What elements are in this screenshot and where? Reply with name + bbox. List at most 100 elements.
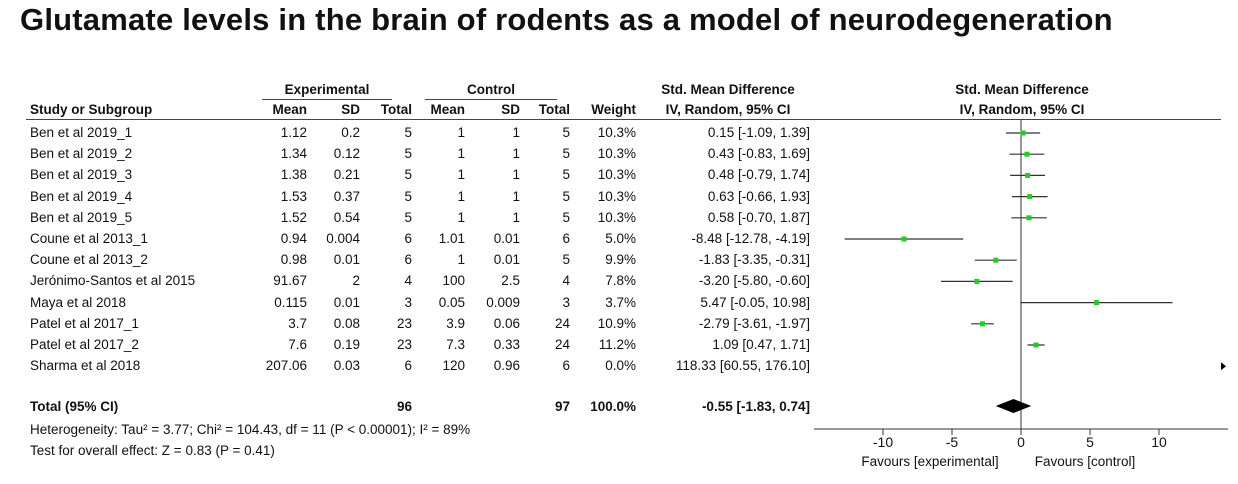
ctrl-total: 5 [562, 146, 570, 162]
smd-ci: -2.79 [-3.61, -1.97] [698, 315, 810, 331]
smd-ci: -3.20 [-5.80, -0.60] [698, 273, 810, 289]
exp-total-header: Total [380, 102, 412, 117]
ctrl-sd: 0.009 [486, 294, 520, 310]
plot-method: IV, Random, 95% CI [959, 102, 1085, 117]
method-header: IV, Random, 95% CI [665, 102, 791, 117]
exp-total: 4 [404, 273, 412, 289]
exp-mean: 0.98 [280, 252, 307, 268]
chart-title: Glutamate levels in the brain of rodents… [20, 2, 1113, 37]
smd-ci: 0.48 [-0.79, 1.74] [707, 167, 810, 183]
plot-title: Std. Mean Difference [955, 82, 1089, 97]
exp-total: 5 [404, 167, 412, 183]
ctrl-total: 5 [562, 125, 570, 140]
weight: 3.7% [605, 294, 636, 310]
exp-mean: 1.52 [280, 209, 307, 225]
exp-mean: 0.115 [274, 294, 307, 310]
exp-mean: 91.67 [273, 273, 307, 289]
smd-ci: 0.15 [-1.09, 1.39] [707, 125, 810, 140]
ctrl-sd-header: SD [501, 102, 520, 117]
exp-mean: 1.38 [280, 167, 307, 183]
exp-sd: 0.08 [333, 315, 360, 331]
smd-ci: 0.63 [-0.66, 1.93] [707, 188, 810, 204]
x-tick-label: 0 [1017, 434, 1025, 450]
ctrl-sd: 0.06 [493, 315, 520, 331]
study-point [1093, 300, 1099, 306]
overall-effect-text: Test for overall effect: Z = 0.83 (P = 0… [30, 443, 275, 458]
study-point [1033, 342, 1039, 348]
smd-ci: -1.83 [-3.35, -0.31] [698, 252, 810, 268]
study-name: Patel et al 2017_2 [30, 337, 139, 352]
study-header: Study or Subgroup [30, 102, 153, 117]
ctrl-total: 24 [554, 337, 570, 352]
smd-ci: 0.58 [-0.70, 1.87] [707, 209, 810, 225]
offscale-arrow [1221, 362, 1226, 371]
exp-sd: 0.37 [333, 188, 360, 204]
exp-mean: 1.34 [280, 146, 307, 162]
exp-sd: 2 [352, 273, 360, 289]
ctrl-sd: 1 [512, 188, 520, 204]
exp-sd: 0.21 [333, 167, 360, 183]
x-tick-label: 10 [1151, 434, 1167, 450]
ctrl-total: 6 [562, 358, 570, 374]
control-header: Control [467, 82, 515, 97]
study-name: Ben et al 2019_4 [30, 188, 133, 204]
exp-mean: 207.06 [265, 358, 307, 374]
header-rule [26, 119, 1221, 120]
ctrl-total: 24 [554, 315, 570, 331]
study-name: Coune et al 2013_1 [30, 231, 148, 246]
exp-sd: 0.12 [333, 146, 360, 162]
ctrl-sd: 2.5 [501, 273, 520, 289]
study-point [979, 321, 985, 327]
ctrl-total: 4 [562, 273, 570, 289]
exp-sd-header: SD [341, 102, 360, 117]
ctrl-sd: 0.01 [493, 231, 520, 246]
exp-sd: 0.01 [333, 294, 360, 310]
weight: 10.3% [597, 188, 636, 204]
total-exp-n: 96 [396, 399, 412, 414]
exp-mean: 1.53 [280, 188, 307, 204]
exp-total: 5 [404, 209, 412, 225]
ctrl-mean: 100 [442, 273, 465, 289]
ctrl-mean: 1.01 [438, 231, 465, 246]
ctrl-mean: 1 [457, 188, 465, 204]
weight: 5.0% [605, 231, 636, 246]
ctrl-total: 6 [562, 231, 570, 246]
favours-control: Favours [control] [1034, 454, 1136, 469]
experimental-underline [262, 99, 392, 100]
smd-ci: 5.47 [-0.05, 10.98] [700, 294, 810, 310]
weight: 9.9% [605, 252, 636, 268]
study-point [974, 278, 980, 284]
total-label: Total (95% CI) [30, 399, 119, 414]
ctrl-sd: 1 [512, 125, 520, 140]
study-point [1027, 194, 1033, 200]
experimental-header: Experimental [284, 82, 370, 97]
ctrl-total: 5 [562, 209, 570, 225]
exp-mean: 0.94 [280, 231, 307, 246]
ctrl-mean: 120 [442, 358, 465, 374]
exp-sd: 0.01 [333, 252, 360, 268]
study-name: Patel et al 2017_1 [30, 315, 139, 331]
ctrl-mean-header: Mean [430, 102, 465, 117]
study-name: Ben et al 2019_3 [30, 167, 133, 183]
ctrl-sd: 0.96 [493, 358, 520, 374]
ctrl-mean: 1 [457, 146, 465, 162]
ctrl-mean: 1 [457, 125, 465, 140]
exp-total: 23 [396, 315, 412, 331]
ctrl-sd: 1 [512, 209, 520, 225]
x-tick-label: 5 [1086, 434, 1094, 450]
study-name: Ben et al 2019_5 [30, 209, 133, 225]
study-point [1026, 215, 1032, 221]
weight-header: Weight [591, 102, 636, 117]
smd-ci: -8.48 [-12.78, -4.19] [691, 231, 810, 246]
ctrl-total: 5 [562, 188, 570, 204]
weight: 10.3% [597, 146, 636, 162]
ctrl-mean: 7.3 [446, 337, 465, 352]
ctrl-mean: 0.05 [438, 294, 465, 310]
weight: 0.0% [605, 358, 636, 374]
study-point [1024, 151, 1030, 157]
ctrl-sd: 1 [512, 167, 520, 183]
exp-total: 5 [404, 125, 412, 140]
ctrl-mean: 1 [457, 252, 465, 268]
exp-mean: 3.7 [288, 315, 307, 331]
